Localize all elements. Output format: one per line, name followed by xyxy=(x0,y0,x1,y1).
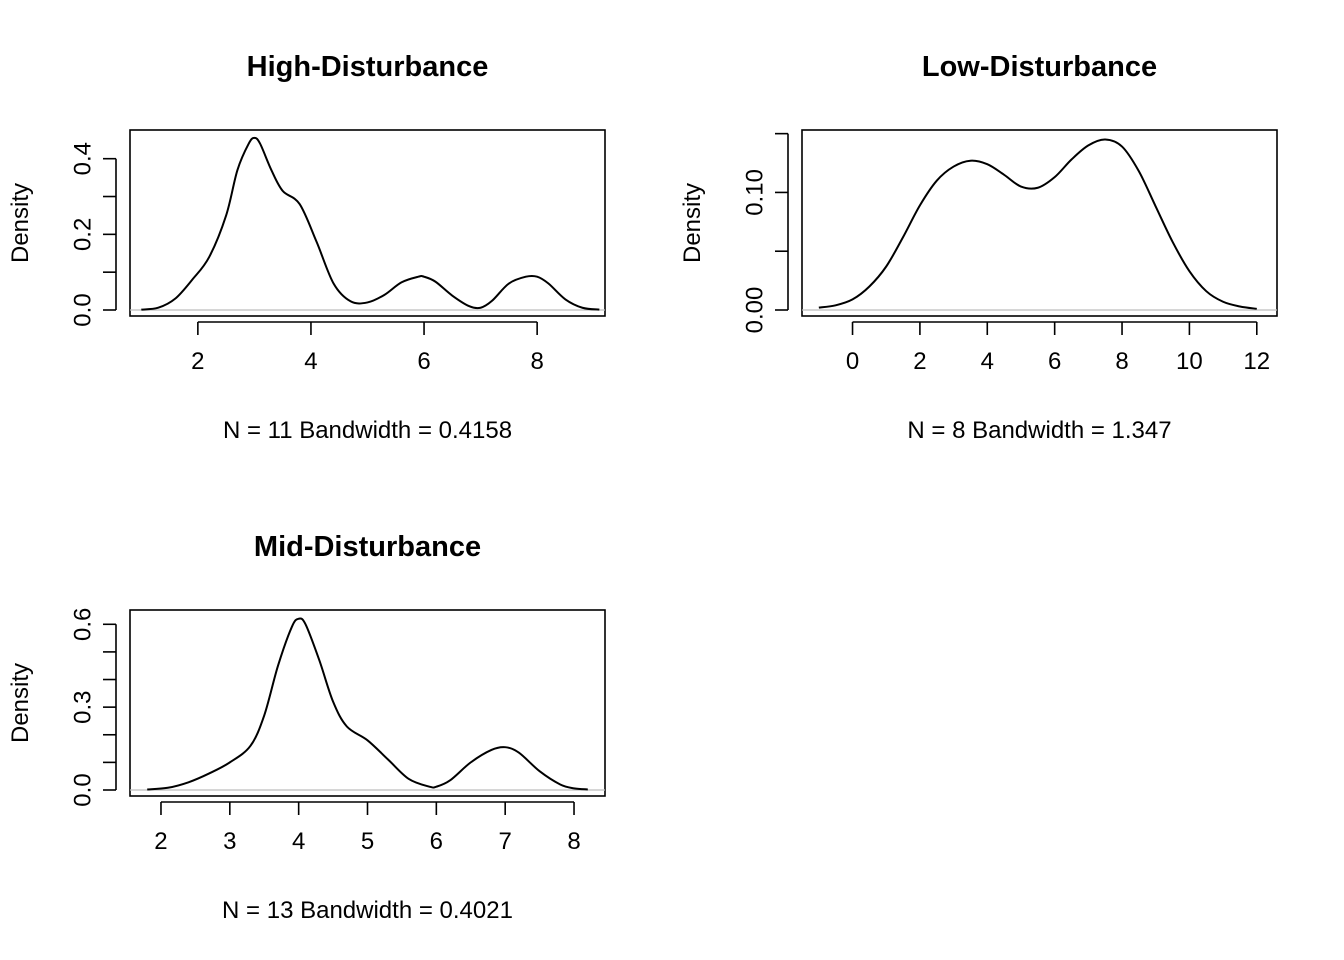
x-tick-label: 3 xyxy=(223,828,236,855)
y-axis-label: Density xyxy=(7,663,34,743)
y-tick-label: 0.00 xyxy=(742,287,769,334)
density-curve xyxy=(141,136,600,311)
x-tick-label: 2 xyxy=(154,828,167,855)
density-curve xyxy=(147,617,588,791)
y-tick-label: 0.0 xyxy=(70,773,97,806)
x-tick-label: 12 xyxy=(1243,348,1270,375)
plot-frame xyxy=(801,129,1278,317)
x-tick-label: 5 xyxy=(361,828,374,855)
panel-title: High-Disturbance xyxy=(247,51,489,83)
y-tick-label: 0.3 xyxy=(70,690,97,723)
panel-subtitle: N = 8 Bandwidth = 1.347 xyxy=(907,417,1171,444)
y-tick-label: 0.0 xyxy=(70,293,97,326)
y-axis-label: Density xyxy=(7,183,34,263)
y-tick-label: 0.2 xyxy=(70,218,97,251)
x-tick-label: 7 xyxy=(499,828,512,855)
density-panel-low-disturbance: Low-Disturbance N = 8 Bandwidth = 1.347 De… xyxy=(679,51,1278,444)
density-panel-high-disturbance: High-Disturbance N = 11 Bandwidth = 0.415… xyxy=(7,51,606,444)
density-curve xyxy=(818,138,1257,310)
panel-title: Low-Disturbance xyxy=(922,51,1157,83)
y-tick-label: 0.6 xyxy=(70,608,97,641)
y-tick-label: 0.4 xyxy=(70,142,97,175)
x-tick-label: 4 xyxy=(981,348,994,375)
panel-subtitle: N = 11 Bandwidth = 0.4158 xyxy=(223,417,512,444)
plot-frame xyxy=(129,129,606,317)
plot-frame xyxy=(129,609,606,797)
y-tick-label: 0.10 xyxy=(742,169,769,216)
x-tick-label: 2 xyxy=(191,348,204,375)
x-tick-label: 8 xyxy=(567,828,580,855)
x-tick-label: 8 xyxy=(530,348,543,375)
x-tick-label: 2 xyxy=(913,348,926,375)
x-tick-label: 6 xyxy=(1048,348,1061,375)
density-panel-mid-disturbance: Mid-Disturbance N = 13 Bandwidth = 0.4021… xyxy=(7,531,606,924)
x-tick-label: 4 xyxy=(304,348,317,375)
x-tick-label: 8 xyxy=(1115,348,1128,375)
x-tick-label: 10 xyxy=(1176,348,1203,375)
panel-subtitle: N = 13 Bandwidth = 0.4021 xyxy=(222,897,513,924)
x-tick-label: 4 xyxy=(292,828,305,855)
x-tick-label: 6 xyxy=(417,348,430,375)
x-tick-label: 0 xyxy=(846,348,859,375)
panel-title: Mid-Disturbance xyxy=(254,531,481,563)
y-axis-label: Density xyxy=(679,183,706,263)
x-tick-label: 6 xyxy=(430,828,443,855)
